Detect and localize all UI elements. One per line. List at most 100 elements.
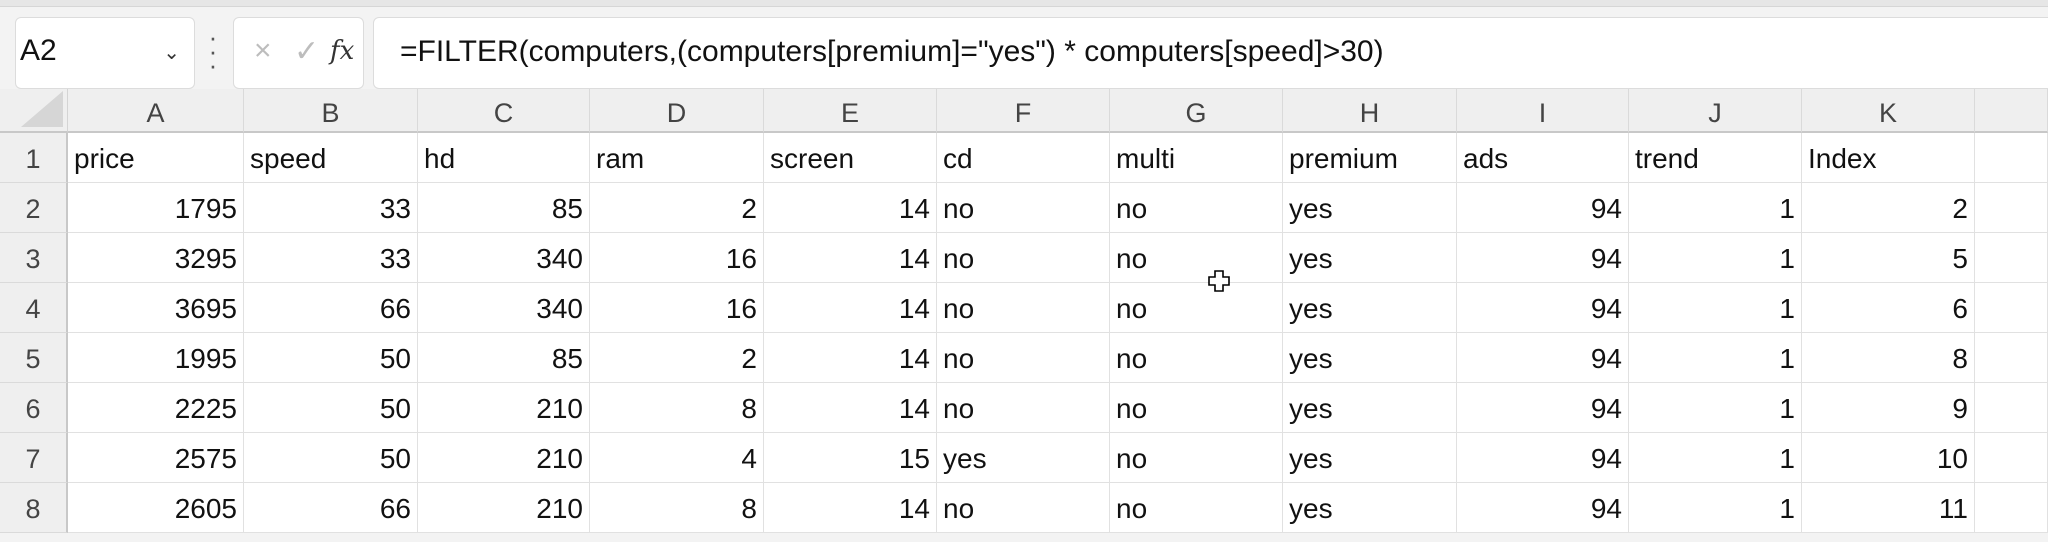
- row-header-5[interactable]: 5: [0, 333, 68, 383]
- formula-text[interactable]: =FILTER(computers,(computers[premium]="y…: [400, 35, 1384, 68]
- column-header-B[interactable]: B: [244, 89, 418, 133]
- cell-A5[interactable]: 1995: [68, 333, 244, 383]
- cell-J5[interactable]: 1: [1629, 333, 1802, 383]
- more-options-icon[interactable]: · · ·: [208, 22, 218, 80]
- cell-G4[interactable]: no: [1110, 283, 1283, 333]
- cell-G1[interactable]: multi: [1110, 133, 1283, 183]
- cell-E3[interactable]: 14: [764, 233, 937, 283]
- cell-A1[interactable]: price: [68, 133, 244, 183]
- cell-C8[interactable]: 210: [418, 483, 590, 533]
- cell-L3[interactable]: [1975, 233, 2048, 283]
- cell-E5[interactable]: 14: [764, 333, 937, 383]
- cell-B6[interactable]: 50: [244, 383, 418, 433]
- cell-E8[interactable]: 14: [764, 483, 937, 533]
- cell-G7[interactable]: no: [1110, 433, 1283, 483]
- row-header-8[interactable]: 8: [0, 483, 68, 533]
- column-header-C[interactable]: C: [418, 89, 590, 133]
- column-header-G[interactable]: G: [1110, 89, 1283, 133]
- column-header-H[interactable]: H: [1283, 89, 1457, 133]
- name-box[interactable]: A2 ⌄: [15, 17, 195, 89]
- cell-L6[interactable]: [1975, 383, 2048, 433]
- cell-E2[interactable]: 14: [764, 183, 937, 233]
- cell-K5[interactable]: 8: [1802, 333, 1975, 383]
- cell-H7[interactable]: yes: [1283, 433, 1457, 483]
- cell-C1[interactable]: hd: [418, 133, 590, 183]
- cell-G3[interactable]: no: [1110, 233, 1283, 283]
- column-header-F[interactable]: F: [937, 89, 1110, 133]
- cell-J6[interactable]: 1: [1629, 383, 1802, 433]
- cell-B3[interactable]: 33: [244, 233, 418, 283]
- row-header-3[interactable]: 3: [0, 233, 68, 283]
- cell-C7[interactable]: 210: [418, 433, 590, 483]
- cell-L1[interactable]: [1975, 133, 2048, 183]
- cell-G8[interactable]: no: [1110, 483, 1283, 533]
- cell-K4[interactable]: 6: [1802, 283, 1975, 333]
- cell-E4[interactable]: 14: [764, 283, 937, 333]
- cell-E7[interactable]: 15: [764, 433, 937, 483]
- cell-I1[interactable]: ads: [1457, 133, 1629, 183]
- cell-F7[interactable]: yes: [937, 433, 1110, 483]
- cell-I4[interactable]: 94: [1457, 283, 1629, 333]
- cell-F2[interactable]: no: [937, 183, 1110, 233]
- cell-G6[interactable]: no: [1110, 383, 1283, 433]
- cell-I7[interactable]: 94: [1457, 433, 1629, 483]
- cell-J8[interactable]: 1: [1629, 483, 1802, 533]
- column-header-D[interactable]: D: [590, 89, 764, 133]
- cell-B8[interactable]: 66: [244, 483, 418, 533]
- check-icon[interactable]: ✓: [294, 35, 320, 68]
- cell-D6[interactable]: 8: [590, 383, 764, 433]
- cell-A6[interactable]: 2225: [68, 383, 244, 433]
- cell-J3[interactable]: 1: [1629, 233, 1802, 283]
- chevron-down-icon[interactable]: ⌄: [163, 42, 180, 64]
- row-header-4[interactable]: 4: [0, 283, 68, 333]
- cell-B4[interactable]: 66: [244, 283, 418, 333]
- cell-L7[interactable]: [1975, 433, 2048, 483]
- name-box-value[interactable]: A2: [20, 34, 57, 67]
- cell-F5[interactable]: no: [937, 333, 1110, 383]
- cell-E6[interactable]: 14: [764, 383, 937, 433]
- cell-K6[interactable]: 9: [1802, 383, 1975, 433]
- formula-input[interactable]: =FILTER(computers,(computers[premium]="y…: [373, 17, 2048, 89]
- cell-I6[interactable]: 94: [1457, 383, 1629, 433]
- column-header-E[interactable]: E: [764, 89, 937, 133]
- cell-I5[interactable]: 94: [1457, 333, 1629, 383]
- cell-L8[interactable]: [1975, 483, 2048, 533]
- cell-A3[interactable]: 3295: [68, 233, 244, 283]
- cell-H8[interactable]: yes: [1283, 483, 1457, 533]
- cell-B7[interactable]: 50: [244, 433, 418, 483]
- cell-H6[interactable]: yes: [1283, 383, 1457, 433]
- column-header-A[interactable]: A: [68, 89, 244, 133]
- cell-C6[interactable]: 210: [418, 383, 590, 433]
- column-header-J[interactable]: J: [1629, 89, 1802, 133]
- cell-K8[interactable]: 11: [1802, 483, 1975, 533]
- cell-H3[interactable]: yes: [1283, 233, 1457, 283]
- cell-F6[interactable]: no: [937, 383, 1110, 433]
- cell-D4[interactable]: 16: [590, 283, 764, 333]
- cell-F8[interactable]: no: [937, 483, 1110, 533]
- cell-C4[interactable]: 340: [418, 283, 590, 333]
- row-header-1[interactable]: 1: [0, 133, 68, 183]
- cell-K3[interactable]: 5: [1802, 233, 1975, 283]
- cell-F4[interactable]: no: [937, 283, 1110, 333]
- cell-H4[interactable]: yes: [1283, 283, 1457, 333]
- cell-I2[interactable]: 94: [1457, 183, 1629, 233]
- cell-K2[interactable]: 2: [1802, 183, 1975, 233]
- cell-L4[interactable]: [1975, 283, 2048, 333]
- cell-F3[interactable]: no: [937, 233, 1110, 283]
- cell-J1[interactable]: trend: [1629, 133, 1802, 183]
- cell-H1[interactable]: premium: [1283, 133, 1457, 183]
- cell-G5[interactable]: no: [1110, 333, 1283, 383]
- cell-D5[interactable]: 2: [590, 333, 764, 383]
- cell-C2[interactable]: 85: [418, 183, 590, 233]
- cell-A8[interactable]: 2605: [68, 483, 244, 533]
- cell-I8[interactable]: 94: [1457, 483, 1629, 533]
- cell-A7[interactable]: 2575: [68, 433, 244, 483]
- cell-G2[interactable]: no: [1110, 183, 1283, 233]
- column-header-extra[interactable]: [1975, 89, 2048, 133]
- cell-B1[interactable]: speed: [244, 133, 418, 183]
- row-header-7[interactable]: 7: [0, 433, 68, 483]
- cell-I3[interactable]: 94: [1457, 233, 1629, 283]
- cell-J7[interactable]: 1: [1629, 433, 1802, 483]
- cell-D2[interactable]: 2: [590, 183, 764, 233]
- cell-L2[interactable]: [1975, 183, 2048, 233]
